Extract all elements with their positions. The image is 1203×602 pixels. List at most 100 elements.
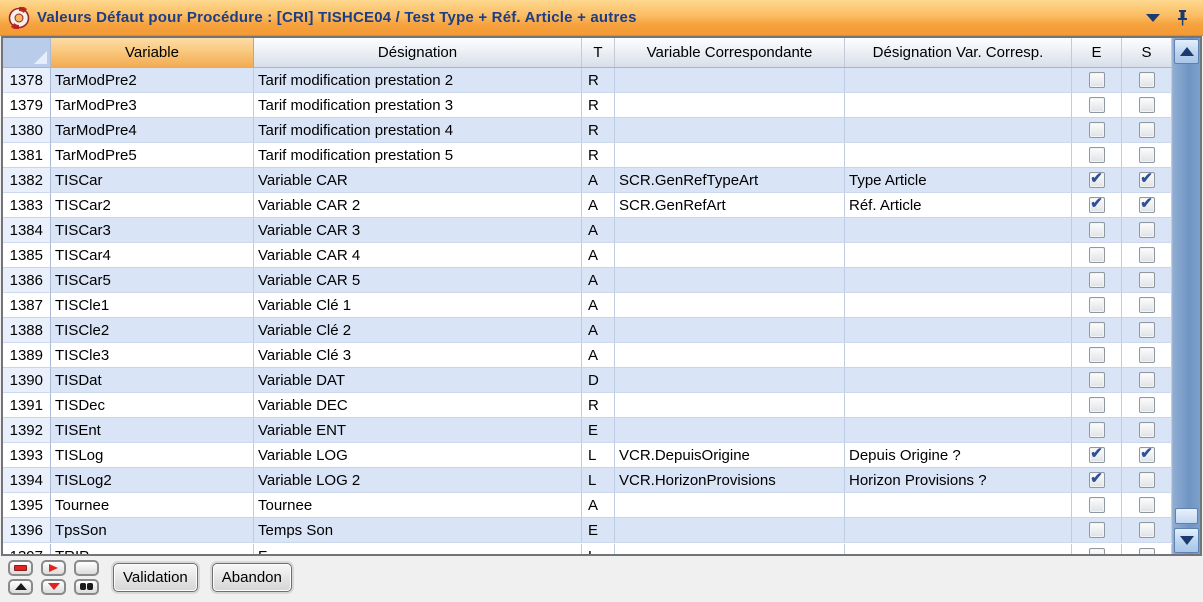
table-row[interactable]: 1387 TISCle1 Variable Clé 1 A — [3, 293, 1172, 318]
cell-designation-corresp[interactable] — [845, 143, 1072, 168]
cell-variable-correspondante[interactable] — [615, 243, 845, 268]
cell-variable-correspondante[interactable] — [615, 493, 845, 518]
cell-designation[interactable]: F — [254, 544, 582, 554]
cell-type[interactable]: A — [582, 168, 615, 193]
red-arrow-right-button[interactable] — [41, 559, 66, 576]
scroll-up-button[interactable] — [1174, 39, 1199, 64]
cell-variable-correspondante[interactable]: SCR.GenRefTypeArt — [615, 168, 845, 193]
checkbox-s[interactable] — [1138, 347, 1155, 363]
checkbox-s[interactable] — [1138, 472, 1155, 488]
cell-variable[interactable]: TISCle1 — [51, 293, 254, 318]
cell-designation[interactable]: Variable CAR 3 — [254, 218, 582, 243]
binoculars-button[interactable] — [74, 578, 99, 595]
cell-variable[interactable]: TarModPre4 — [51, 118, 254, 143]
checkbox-e[interactable] — [1088, 297, 1105, 313]
checkbox-e[interactable] — [1088, 322, 1105, 338]
table-row[interactable]: 1392 TISEnt Variable ENT E — [3, 418, 1172, 443]
checkbox-e[interactable] — [1088, 447, 1105, 463]
column-header-designation-var-corresp[interactable]: Désignation Var. Corresp. — [845, 38, 1072, 67]
cell-designation[interactable]: Variable Clé 3 — [254, 343, 582, 368]
cell-designation[interactable]: Variable ENT — [254, 418, 582, 443]
cell-variable[interactable]: TISCar5 — [51, 268, 254, 293]
cell-designation-corresp[interactable] — [845, 218, 1072, 243]
cell-variable[interactable]: TISLog2 — [51, 468, 254, 493]
cell-designation-corresp[interactable] — [845, 93, 1072, 118]
cell-variable-correspondante[interactable]: VCR.HorizonProvisions — [615, 468, 845, 493]
checkbox-e[interactable] — [1088, 147, 1105, 163]
cell-designation[interactable]: Variable CAR 4 — [254, 243, 582, 268]
cell-type[interactable]: E — [582, 518, 615, 543]
cell-designation-corresp[interactable] — [845, 544, 1072, 554]
cell-designation[interactable]: Variable DEC — [254, 393, 582, 418]
column-header-variable-correspondante[interactable]: Variable Correspondante — [615, 38, 845, 67]
column-header-designation[interactable]: Désignation — [254, 38, 582, 67]
cell-designation[interactable]: Variable LOG — [254, 443, 582, 468]
cell-variable[interactable]: TarModPre5 — [51, 143, 254, 168]
cell-designation-corresp[interactable] — [845, 493, 1072, 518]
table-row[interactable]: 1393 TISLog Variable LOG L VCR.DepuisOri… — [3, 443, 1172, 468]
table-row[interactable]: 1383 TISCar2 Variable CAR 2 A SCR.GenRef… — [3, 193, 1172, 218]
checkbox-e[interactable] — [1088, 472, 1105, 488]
table-row[interactable]: 1381 TarModPre5 Tarif modification prest… — [3, 143, 1172, 168]
cell-designation[interactable]: Variable Clé 2 — [254, 318, 582, 343]
checkbox-s[interactable] — [1138, 522, 1155, 538]
cell-designation[interactable]: Temps Son — [254, 518, 582, 543]
checkbox-s[interactable] — [1138, 247, 1155, 263]
checkbox-s[interactable] — [1138, 122, 1155, 138]
checkbox-s[interactable] — [1138, 97, 1155, 113]
cell-variable-correspondante[interactable]: VCR.DepuisOrigine — [615, 443, 845, 468]
checkbox-e[interactable] — [1088, 422, 1105, 438]
cell-variable[interactable]: TISCar — [51, 168, 254, 193]
cell-variable[interactable]: TISCle2 — [51, 318, 254, 343]
cell-variable-correspondante[interactable] — [615, 118, 845, 143]
checkbox-e[interactable] — [1088, 372, 1105, 388]
cell-type[interactable]: R — [582, 393, 615, 418]
pin-icon[interactable] — [1176, 9, 1189, 26]
cell-variable[interactable]: TISCle3 — [51, 343, 254, 368]
cell-type[interactable]: L — [582, 468, 615, 493]
cell-variable[interactable]: TRIP — [51, 544, 254, 554]
cell-variable-correspondante[interactable] — [615, 518, 845, 543]
checkbox-s[interactable] — [1138, 548, 1155, 554]
cell-variable-correspondante[interactable] — [615, 418, 845, 443]
checkbox-e[interactable] — [1088, 247, 1105, 263]
cell-designation[interactable]: Variable CAR — [254, 168, 582, 193]
cell-type[interactable]: L — [582, 544, 615, 554]
scrollbar-thumb[interactable] — [1175, 508, 1198, 524]
cell-variable-correspondante[interactable] — [615, 393, 845, 418]
cell-variable[interactable]: TISCar3 — [51, 218, 254, 243]
cell-type[interactable]: R — [582, 93, 615, 118]
cell-type[interactable]: A — [582, 318, 615, 343]
cell-variable[interactable]: TISDat — [51, 368, 254, 393]
cell-variable[interactable]: TarModPre2 — [51, 68, 254, 93]
checkbox-e[interactable] — [1088, 172, 1105, 188]
cell-designation-corresp[interactable] — [845, 243, 1072, 268]
cell-designation-corresp[interactable] — [845, 68, 1072, 93]
table-row[interactable]: 1386 TISCar5 Variable CAR 5 A — [3, 268, 1172, 293]
cell-designation[interactable]: Variable CAR 2 — [254, 193, 582, 218]
checkbox-s[interactable] — [1138, 322, 1155, 338]
abandon-button[interactable]: Abandon — [211, 562, 292, 592]
cell-variable[interactable]: TISDec — [51, 393, 254, 418]
cell-variable-correspondante[interactable] — [615, 268, 845, 293]
cell-designation-corresp[interactable] — [845, 118, 1072, 143]
blank-button[interactable] — [74, 559, 99, 576]
checkbox-s[interactable] — [1138, 197, 1155, 213]
cell-variable-correspondante[interactable] — [615, 218, 845, 243]
cell-type[interactable]: R — [582, 68, 615, 93]
cell-designation-corresp[interactable] — [845, 293, 1072, 318]
table-row[interactable]: 1382 TISCar Variable CAR A SCR.GenRefTyp… — [3, 168, 1172, 193]
cell-type[interactable]: A — [582, 243, 615, 268]
cell-designation-corresp[interactable] — [845, 268, 1072, 293]
checkbox-s[interactable] — [1138, 397, 1155, 413]
cell-designation[interactable]: Tarif modification prestation 4 — [254, 118, 582, 143]
cell-designation[interactable]: Variable LOG 2 — [254, 468, 582, 493]
cell-type[interactable]: A — [582, 343, 615, 368]
column-header-s[interactable]: S — [1122, 38, 1172, 67]
cell-variable-correspondante[interactable] — [615, 293, 845, 318]
cell-variable-correspondante[interactable] — [615, 544, 845, 554]
column-header-variable[interactable]: Variable — [51, 38, 254, 67]
table-row[interactable]: 1378 TarModPre2 Tarif modification prest… — [3, 68, 1172, 93]
cell-variable[interactable]: TISCar4 — [51, 243, 254, 268]
table-row[interactable]: 1394 TISLog2 Variable LOG 2 L VCR.Horizo… — [3, 468, 1172, 493]
